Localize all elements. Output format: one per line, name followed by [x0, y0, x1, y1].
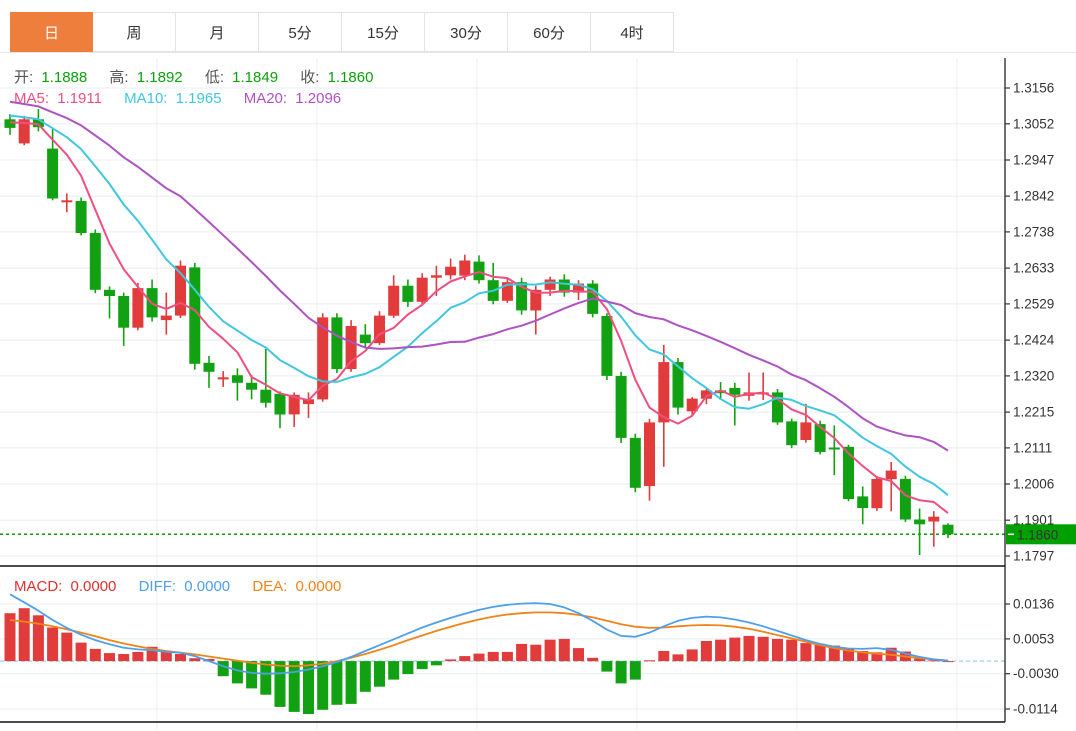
- tabbar-underline: [0, 52, 1076, 53]
- svg-text:1.1797: 1.1797: [1013, 549, 1054, 564]
- svg-text:1.2947: 1.2947: [1013, 153, 1054, 168]
- svg-text:1.3052: 1.3052: [1013, 116, 1054, 131]
- svg-text:1.2006: 1.2006: [1013, 477, 1054, 492]
- svg-text:-0.0114: -0.0114: [1013, 702, 1058, 717]
- svg-text:1.1860: 1.1860: [1017, 527, 1058, 542]
- tab-15min[interactable]: 15分: [342, 12, 425, 52]
- svg-text:1.2633: 1.2633: [1013, 261, 1054, 276]
- svg-text:1.2111: 1.2111: [1013, 440, 1052, 455]
- svg-text:0.0053: 0.0053: [1013, 631, 1054, 646]
- svg-text:-0.0030: -0.0030: [1013, 666, 1059, 681]
- svg-text:1.3156: 1.3156: [1013, 81, 1054, 96]
- svg-text:1.2529: 1.2529: [1013, 296, 1054, 311]
- tab-5min[interactable]: 5分: [259, 12, 342, 52]
- svg-text:1.1901: 1.1901: [1013, 513, 1054, 528]
- svg-text:1.2424: 1.2424: [1013, 333, 1055, 348]
- svg-text:1.2842: 1.2842: [1013, 189, 1054, 204]
- tab-week[interactable]: 周: [93, 12, 176, 52]
- current-price-tag: [1006, 524, 1076, 545]
- svg-text:1.2215: 1.2215: [1013, 405, 1054, 420]
- tab-day[interactable]: 日: [10, 12, 93, 52]
- svg-text:1.2320: 1.2320: [1013, 368, 1054, 383]
- svg-text:1.2738: 1.2738: [1013, 224, 1054, 239]
- period-tabbar: 日 周 月 5分 15分 30分 60分 4时: [10, 12, 674, 52]
- svg-text:0.0136: 0.0136: [1013, 597, 1054, 612]
- tab-4hour[interactable]: 4时: [591, 12, 674, 52]
- tab-60min[interactable]: 60分: [508, 12, 591, 52]
- tab-30min[interactable]: 30分: [425, 12, 508, 52]
- tab-month[interactable]: 月: [176, 12, 259, 52]
